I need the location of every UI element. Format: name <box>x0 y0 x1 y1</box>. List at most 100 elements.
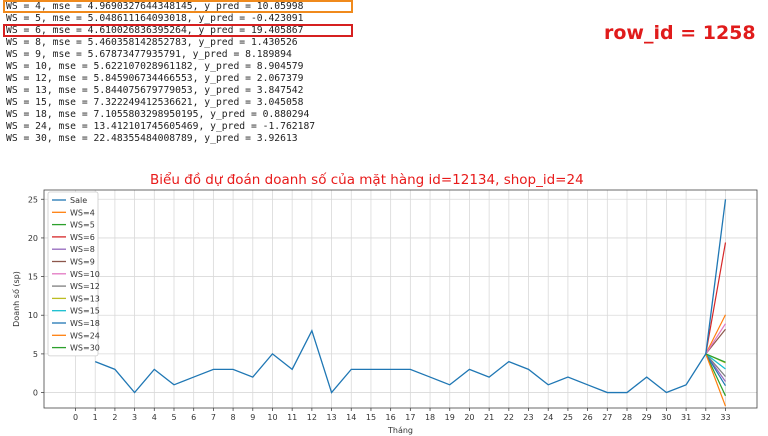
x-axis-label: Tháng <box>387 426 413 435</box>
prediction-line <box>705 353 727 407</box>
x-tick-label: 9 <box>250 413 255 422</box>
x-tick: 7 <box>211 408 216 422</box>
log-output: WS = 4, mse = 4.9690327644348145, y_pred… <box>3 0 366 145</box>
y-tick: 20 <box>28 234 44 243</box>
x-tick: 2 <box>112 408 117 422</box>
y-axis-label: Doanh số (sp) <box>11 271 21 327</box>
x-tick-label: 17 <box>405 413 415 422</box>
y-tick: 25 <box>28 195 44 204</box>
x-tick-label: 29 <box>642 413 652 422</box>
chart-title: Biểu đồ dự đoán doanh số của mặt hàng id… <box>150 172 584 188</box>
x-tick-label: 24 <box>543 413 553 422</box>
x-tick: 25 <box>563 408 573 422</box>
x-tick-label: 7 <box>211 413 216 422</box>
x-tick-label: 11 <box>287 413 297 422</box>
x-tick: 24 <box>543 408 553 422</box>
x-tick: 3 <box>132 408 137 422</box>
log-line-highlighted: WS = 4, mse = 4.9690327644348145, y_pred… <box>3 0 366 13</box>
legend-label: WS=9 <box>70 258 95 267</box>
x-tick: 19 <box>445 408 455 422</box>
log-line: WS = 30, mse = 22.48355484008789, y_pred… <box>6 133 298 144</box>
x-tick-label: 32 <box>701 413 711 422</box>
x-tick: 10 <box>267 408 278 422</box>
x-tick-label: 22 <box>504 413 514 422</box>
x-tick-label: 28 <box>622 413 632 422</box>
y-tick: 0 <box>33 389 44 398</box>
x-tick-label: 20 <box>464 413 474 422</box>
x-tick-label: 5 <box>171 413 176 422</box>
x-tick-label: 19 <box>445 413 455 422</box>
log-line: WS = 9, mse = 5.67873477935791, y_pred =… <box>6 49 292 60</box>
x-tick-label: 1 <box>93 413 98 422</box>
plot-frame <box>43 189 758 409</box>
x-tick: 8 <box>231 408 236 422</box>
log-line: WS = 10, mse = 5.622107028961182, y_pred… <box>6 61 304 72</box>
x-tick: 0 <box>73 408 78 422</box>
x-tick: 11 <box>287 408 297 422</box>
x-tick: 17 <box>405 408 415 422</box>
x-tick: 21 <box>484 408 494 422</box>
log-line: WS = 12, mse = 5.845906734466553, y_pred… <box>6 73 304 84</box>
legend-box <box>47 191 99 357</box>
legend-label: WS=24 <box>70 331 100 340</box>
x-tick-label: 13 <box>326 413 336 422</box>
legend-label: WS=5 <box>70 221 95 230</box>
x-tick: 32 <box>701 408 711 422</box>
x-tick: 15 <box>366 408 376 422</box>
y-tick: 15 <box>28 273 44 282</box>
x-tick: 22 <box>504 408 514 422</box>
x-tick-label: 10 <box>267 413 277 422</box>
x-tick: 9 <box>250 408 255 422</box>
x-tick-label: 30 <box>661 413 671 422</box>
x-tick-label: 12 <box>307 413 317 422</box>
legend-label: WS=8 <box>70 245 95 254</box>
x-tick: 1 <box>93 408 98 422</box>
x-tick: 29 <box>642 408 652 422</box>
prediction-line <box>705 242 727 354</box>
x-tick-label: 3 <box>132 413 137 422</box>
legend-label: WS=4 <box>70 208 95 217</box>
legend-label: WS=18 <box>70 319 100 328</box>
y-tick-label: 15 <box>28 273 38 282</box>
x-tick-label: 33 <box>720 413 730 422</box>
prediction-line <box>705 353 727 397</box>
x-tick-label: 31 <box>681 413 691 422</box>
x-tick: 6 <box>191 408 196 422</box>
x-tick: 18 <box>425 408 435 422</box>
legend-label: Sale <box>70 196 87 205</box>
prediction-line <box>705 353 726 387</box>
x-tick-label: 4 <box>152 413 157 422</box>
x-tick-label: 14 <box>346 413 356 422</box>
y-tick: 5 <box>33 350 44 359</box>
prediction-line <box>705 314 727 355</box>
x-tick-label: 18 <box>425 413 435 422</box>
log-line: WS = 15, mse = 7.322249412536621, y_pred… <box>6 97 304 108</box>
sale-line <box>94 199 727 394</box>
y-tick-label: 5 <box>33 350 38 359</box>
legend-label: WS=10 <box>70 270 100 279</box>
x-tick-label: 27 <box>602 413 612 422</box>
x-tick-label: 23 <box>523 413 533 422</box>
x-tick: 26 <box>583 408 593 422</box>
log-line: WS = 8, mse = 5.460358142852783, y_pred … <box>6 37 298 48</box>
x-tick: 13 <box>326 408 337 422</box>
log-line: WS = 18, mse = 7.1055803298950195, y_pre… <box>6 109 310 120</box>
x-tick: 4 <box>152 408 157 422</box>
x-tick-label: 0 <box>73 413 78 422</box>
x-tick: 31 <box>681 408 691 422</box>
x-tick-label: 8 <box>231 413 236 422</box>
x-tick: 5 <box>171 408 177 422</box>
prediction-line <box>705 353 726 363</box>
log-line: WS = 13, mse = 5.844075679779053, y_pred… <box>6 85 304 96</box>
x-tick: 14 <box>346 408 356 422</box>
x-tick: 27 <box>602 408 612 422</box>
x-tick: 12 <box>307 408 317 422</box>
prediction-line <box>705 353 726 377</box>
log-line: WS = 24, mse = 13.412101745605469, y_pre… <box>6 121 316 132</box>
legend-label: WS=15 <box>70 307 100 316</box>
x-tick: 20 <box>464 408 475 422</box>
x-tick: 28 <box>622 408 632 422</box>
x-tick: 16 <box>386 408 396 422</box>
log-line-highlighted: WS = 6, mse = 4.610026836395264, y_pred … <box>3 24 366 37</box>
